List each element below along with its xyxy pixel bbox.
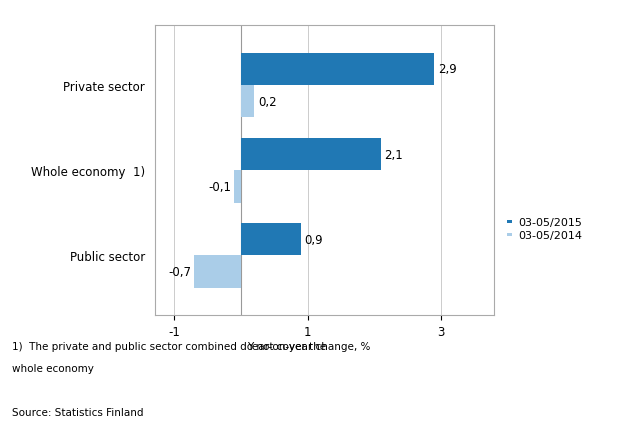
Text: -0,1: -0,1: [208, 180, 231, 194]
Text: 1)  The private and public sector combined do not cover the: 1) The private and public sector combine…: [12, 342, 326, 352]
Bar: [241, 223, 301, 256]
Text: -0,7: -0,7: [168, 265, 191, 279]
Bar: [241, 53, 434, 86]
Text: whole economy: whole economy: [12, 364, 94, 374]
Bar: [234, 171, 241, 203]
Text: 03-05/2014: 03-05/2014: [518, 230, 582, 240]
Text: 0,2: 0,2: [258, 95, 276, 109]
Bar: [241, 86, 255, 118]
Text: 0,9: 0,9: [305, 233, 323, 246]
Text: Year-on-year change, %: Year-on-year change, %: [247, 342, 371, 352]
Bar: [195, 256, 241, 288]
Bar: [241, 138, 381, 171]
Text: Source: Statistics Finland: Source: Statistics Finland: [12, 407, 144, 417]
Text: 03-05/2015: 03-05/2015: [518, 217, 582, 227]
Text: 2,9: 2,9: [438, 63, 457, 76]
Text: 2,1: 2,1: [384, 148, 403, 161]
